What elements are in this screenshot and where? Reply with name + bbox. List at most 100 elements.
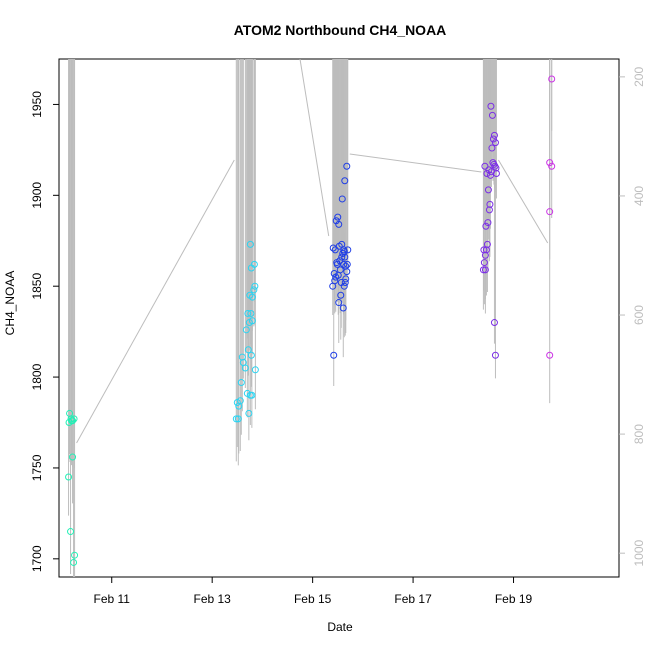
y-tick-label: 1950 — [30, 91, 44, 118]
data-point — [65, 419, 73, 427]
data-point — [344, 246, 352, 254]
right-tick-label: 800 — [632, 424, 646, 444]
data-point — [329, 244, 337, 252]
data-point — [491, 351, 499, 359]
data-point — [340, 248, 348, 256]
data-point — [482, 222, 490, 230]
data-point — [331, 277, 339, 285]
data-point — [490, 319, 498, 327]
right-tick-label: 200 — [632, 67, 646, 87]
data-point — [244, 309, 252, 317]
right-tick-label: 400 — [632, 186, 646, 206]
data-point — [548, 162, 556, 170]
data-point — [486, 171, 494, 179]
x-tick-label: Feb 13 — [194, 592, 232, 606]
data-point — [488, 111, 496, 119]
data-point — [65, 473, 73, 481]
data-point — [250, 286, 258, 294]
data-point — [481, 162, 489, 170]
y-tick-label: 1850 — [30, 273, 44, 300]
data-point — [483, 240, 491, 248]
x-tick-label: Feb 15 — [294, 592, 332, 606]
data-point — [341, 177, 349, 185]
data-point — [247, 309, 255, 317]
y-tick-label: 1900 — [30, 182, 44, 209]
flight-leg-line — [498, 159, 549, 244]
right-tick-label: 600 — [632, 305, 646, 325]
y-tick-label: 1750 — [30, 454, 44, 481]
x-tick-label: Feb 11 — [94, 592, 131, 606]
data-point — [247, 351, 255, 359]
data-point — [251, 282, 259, 290]
flight-leg-line — [299, 59, 330, 237]
data-point — [489, 159, 497, 167]
data-point — [246, 240, 254, 248]
data-point — [546, 159, 554, 167]
data-point — [335, 220, 343, 228]
data-point — [237, 379, 245, 387]
data-point — [337, 279, 345, 287]
data-point — [340, 260, 348, 268]
data-point — [251, 366, 259, 374]
data-point — [70, 415, 78, 423]
data-point — [339, 249, 347, 257]
data-point — [479, 266, 487, 274]
altitude-trace-layer — [68, 59, 553, 577]
data-point — [334, 213, 342, 221]
data-point — [480, 246, 488, 254]
data-point — [343, 260, 351, 268]
data-point — [331, 246, 339, 254]
data-point — [67, 528, 75, 536]
data-point — [70, 558, 78, 566]
data-point — [338, 253, 346, 261]
data-point — [486, 200, 494, 208]
data-point — [343, 268, 351, 276]
data-point — [334, 271, 342, 279]
data-point — [483, 170, 491, 178]
data-point — [244, 346, 252, 354]
data-point — [232, 415, 240, 423]
x-tick-label: Feb 17 — [394, 592, 432, 606]
data-point — [485, 206, 493, 214]
data-points-layer — [65, 75, 556, 566]
y-axis-label: CH4_NOAA — [3, 271, 17, 336]
data-point — [546, 208, 554, 216]
data-point — [546, 351, 554, 359]
data-point — [341, 253, 349, 261]
y-tick-label: 1800 — [30, 363, 44, 390]
data-point — [330, 269, 338, 277]
data-point — [484, 186, 492, 194]
data-point — [236, 397, 244, 405]
data-point — [480, 259, 488, 267]
data-point — [248, 293, 256, 301]
data-point — [238, 353, 246, 361]
data-point — [342, 275, 350, 283]
data-point — [341, 279, 349, 287]
data-point — [488, 144, 496, 152]
chart-title: ATOM2 Northbound CH4_NOAA — [234, 22, 447, 38]
data-point — [241, 364, 249, 372]
data-point — [69, 453, 77, 461]
x-axis-label: Date — [327, 620, 353, 634]
data-point — [69, 417, 77, 425]
data-point — [490, 131, 498, 139]
data-point — [491, 162, 499, 170]
right-tick-label: 1000 — [632, 540, 646, 567]
data-point — [491, 139, 499, 147]
data-point — [335, 299, 343, 307]
data-point — [330, 351, 338, 359]
data-point — [333, 259, 341, 267]
data-point — [338, 195, 346, 203]
data-point — [339, 304, 347, 312]
data-point — [487, 102, 495, 110]
data-point — [248, 317, 256, 325]
flight-leg-line — [349, 153, 482, 173]
data-point — [548, 75, 556, 83]
data-point — [234, 415, 242, 423]
data-point — [481, 266, 489, 274]
data-point — [489, 135, 497, 143]
y-tick-label: 1700 — [30, 545, 44, 572]
data-point — [248, 391, 256, 399]
